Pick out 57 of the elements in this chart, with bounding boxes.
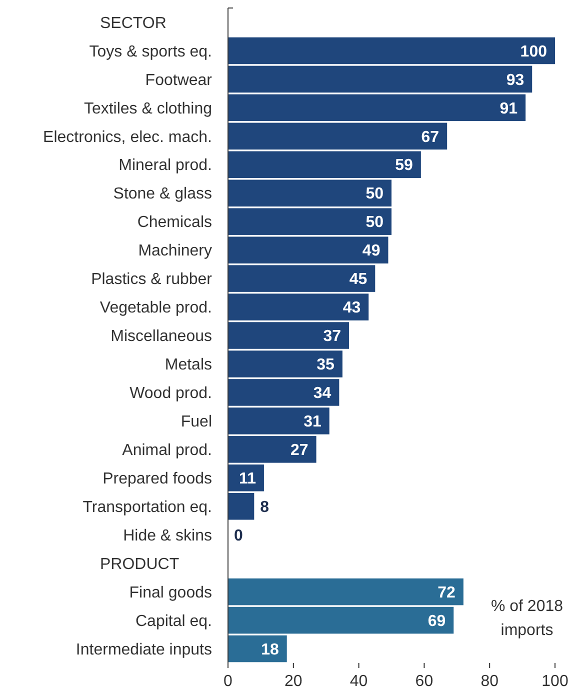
y-tick-label: Mineral prod. (118, 157, 212, 174)
data-label: 35 (316, 356, 335, 374)
data-label: 100 (520, 43, 548, 60)
bar (228, 635, 287, 662)
y-tick-label: Toys & sports eq. (89, 43, 212, 60)
y-tick-label: Fuel (180, 414, 212, 431)
data-label: 67 (421, 128, 440, 146)
data-label: 59 (395, 157, 414, 174)
x-tick-label: 60 (415, 673, 434, 690)
data-label: 18 (261, 641, 279, 658)
bar (228, 578, 464, 606)
x-tick-label: 80 (480, 673, 499, 690)
bar (228, 37, 555, 64)
bar (228, 606, 454, 634)
y-tick-label: Transportation eq. (82, 498, 212, 516)
data-label: 8 (260, 498, 270, 516)
data-label: 49 (362, 242, 380, 260)
y-tick-label: Capital eq. (136, 612, 212, 630)
y-tick-label: Plastics & rubber (91, 271, 213, 288)
data-label: 34 (313, 385, 332, 402)
y-tick-label: Electronics, elec. mach. (43, 128, 212, 146)
y-tick-label: Hide & skins (123, 527, 212, 544)
y-tick-label: Machinery (138, 242, 212, 260)
x-tick-label: 0 (224, 673, 233, 690)
x-tick-label: 40 (350, 673, 368, 690)
y-tick-label: Metals (164, 356, 212, 374)
data-label: 31 (304, 414, 322, 431)
y-tick-label: Miscellaneous (110, 328, 212, 346)
x-tick-label: 20 (284, 673, 302, 690)
data-label: 0 (234, 527, 243, 544)
data-label: 11 (239, 470, 256, 488)
text: PRODUCT (100, 556, 180, 573)
data-label: 72 (438, 584, 456, 602)
y-tick-label: Footwear (145, 72, 213, 89)
data-label: 50 (366, 186, 384, 203)
data-label: 69 (428, 612, 446, 630)
data-label: 37 (323, 328, 342, 346)
data-label: 50 (366, 214, 384, 232)
annotation: % of 2018 imports (490, 598, 564, 639)
data-label: 27 (290, 442, 308, 460)
x-tick-label: 100 (542, 673, 568, 690)
y-tick-label: Vegetable prod. (100, 300, 212, 317)
bar (228, 66, 532, 93)
y-tick-label: Animal prod. (122, 442, 212, 460)
y-tick-label: Textiles & clothing (84, 100, 212, 118)
y-tick-label: Prepared foods (102, 470, 212, 488)
bar (228, 94, 526, 122)
y-tick-label: Intermediate inputs (76, 641, 212, 658)
data-label: 43 (342, 300, 361, 317)
data-label: 93 (506, 72, 524, 89)
data-label: 45 (349, 271, 368, 288)
data-label: 91 (500, 100, 518, 118)
y-tick-label: Stone & glass (113, 186, 212, 203)
text: SECTOR (100, 14, 166, 32)
y-tick-label: Chemicals (137, 214, 212, 232)
y-tick-label: Final goods (129, 584, 212, 602)
y-tick-label: Wood prod. (130, 385, 212, 402)
